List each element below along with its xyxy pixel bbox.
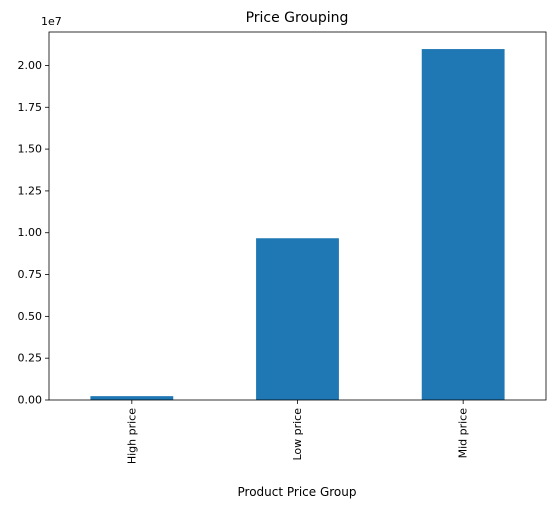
x-tick-label: Low price	[291, 408, 304, 461]
x-axis: High price Low price Mid price	[125, 400, 470, 464]
y-axis-offset-label: 1e7	[41, 15, 62, 28]
bar-mid-price	[421, 49, 505, 401]
x-tick-label: High price	[125, 408, 138, 464]
bar-low-price	[256, 238, 339, 400]
y-tick-label: 1.25	[18, 184, 43, 197]
y-tick-label: 0.25	[18, 352, 43, 365]
bar-high-price	[90, 396, 174, 400]
bars-group	[90, 49, 505, 401]
y-tick-label: 1.00	[18, 226, 43, 239]
chart-title: Price Grouping	[246, 10, 349, 26]
y-tick-label: 0.75	[18, 268, 43, 281]
y-axis: 0.00 0.25 0.50 0.75 1.00 1.25 1.50 1.75 2.00	[18, 59, 49, 407]
plot-frame	[48, 31, 547, 401]
y-tick-label: 1.50	[18, 143, 43, 156]
y-tick-label: 0.50	[18, 310, 43, 323]
y-tick-label: 2.00	[18, 59, 43, 72]
x-tick-label: Mid price	[457, 408, 470, 459]
y-tick-label: 0.00	[18, 394, 43, 407]
x-axis-label: Product Price Group	[238, 485, 357, 499]
y-tick-label: 1.75	[18, 101, 43, 114]
